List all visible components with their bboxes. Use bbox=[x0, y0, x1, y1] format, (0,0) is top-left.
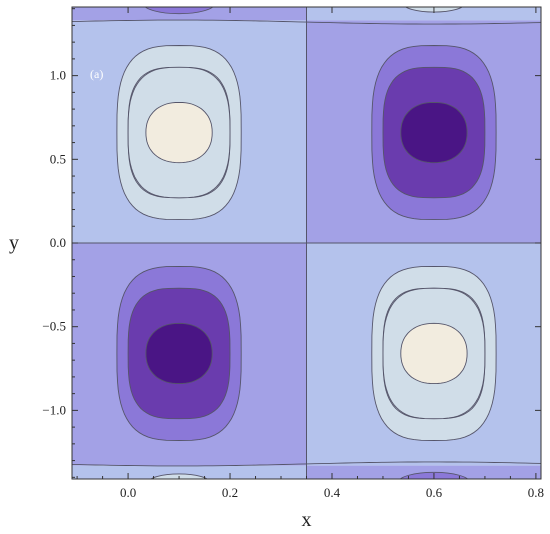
y-tick-label: −0.5 bbox=[42, 319, 66, 334]
y-tick-label: −1.0 bbox=[42, 402, 66, 417]
x-tick-label: 0.0 bbox=[120, 485, 136, 500]
y-tick-label: 1.0 bbox=[50, 68, 66, 83]
contour-ring-max bbox=[145, 101, 213, 164]
x-tick-label: 0.4 bbox=[324, 485, 341, 500]
x-tick-label: 0.6 bbox=[426, 485, 443, 500]
y-axis-label: y bbox=[9, 232, 19, 254]
x-tick-label: 0.8 bbox=[528, 485, 544, 500]
nodal-lines bbox=[72, 7, 541, 479]
y-tick-label: 0.5 bbox=[50, 151, 66, 166]
contour-cell-background bbox=[72, 465, 307, 479]
axis-ticks: 0.0 0.2 0.4 0.6 0.8 1.0 0.5 0.0 −0.5 −1.0 bbox=[42, 7, 544, 500]
y-tick-label: 0.0 bbox=[50, 235, 66, 250]
contour-plot-area bbox=[72, 7, 541, 479]
x-tick-label: 0.2 bbox=[222, 485, 238, 500]
contour-ring-min bbox=[400, 101, 468, 164]
x-axis-label: x bbox=[302, 509, 312, 531]
contour-ring-max bbox=[400, 322, 468, 385]
contour-cell-background bbox=[306, 7, 541, 21]
contour-ring-min bbox=[145, 322, 213, 385]
axis-labels: x y bbox=[9, 232, 312, 531]
contour-edge-blob bbox=[144, 7, 214, 15]
panel-label: (a) bbox=[90, 67, 103, 81]
